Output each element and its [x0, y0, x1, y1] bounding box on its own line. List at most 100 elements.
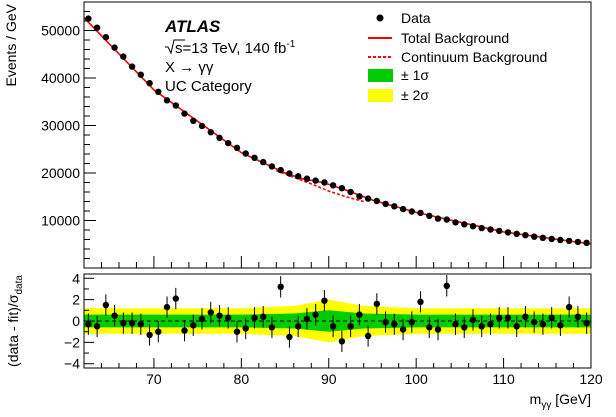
ratio-point: [583, 319, 590, 327]
data-point: [303, 175, 311, 182]
ratio-point: [496, 314, 503, 321]
data-point: [286, 170, 293, 177]
main-frame: [83, 1, 592, 269]
data-point: [128, 63, 136, 70]
ratio-point: [531, 318, 538, 326]
data-point: [198, 122, 206, 130]
data-point: [583, 239, 590, 246]
data-point: [120, 53, 127, 60]
ratio-point: [303, 315, 311, 323]
data-point: [548, 235, 555, 243]
data-point: [391, 203, 398, 210]
data-point: [347, 188, 354, 196]
energy-text: =13 TeV, 140 fb: [183, 40, 287, 57]
ratio-point: [487, 321, 494, 328]
ratio-point: [251, 314, 258, 321]
ratio-point: [216, 312, 223, 319]
data-point: [452, 219, 459, 226]
ratio-point: [539, 321, 547, 328]
ratio-y-tick-label: 0: [72, 313, 80, 329]
data-point: [163, 97, 171, 104]
ratio-point: [277, 283, 284, 290]
energy-prefix: s: [175, 40, 183, 57]
ratio-point: [478, 323, 485, 330]
data-point: [557, 236, 564, 244]
legend: Data Total Background Continuum Backgrou…: [368, 10, 547, 103]
ratio-point: [163, 303, 171, 311]
svg-text:s=13 TeV, 140 fb-1: s=13 TeV, 140 fb-1: [175, 39, 296, 57]
ratio-ylabel-main: (data - fit)/σ: [5, 294, 21, 367]
ratio-point: [268, 324, 276, 331]
ratio-point: [93, 323, 101, 330]
data-point: [233, 144, 241, 151]
data-point: [181, 110, 188, 117]
ratio-points-layer: [85, 275, 590, 352]
data-point: [321, 179, 328, 186]
ratio-point: [242, 325, 249, 332]
legend-data-label: Data: [401, 10, 431, 26]
ratio-point: [155, 328, 162, 335]
data-point: [137, 71, 144, 78]
ratio-point: [522, 313, 529, 320]
main-y-axis-label: Events / GeV: [3, 3, 19, 86]
ratio-point: [181, 327, 188, 334]
data-point: [461, 221, 468, 228]
ratio-point: [373, 300, 380, 308]
ratio-panel: −4 −2 0 2 4 70 80 90 100 110 120 (data - fit)/σda…: [5, 270, 603, 411]
data-point: [522, 232, 529, 239]
data-point: [478, 224, 485, 232]
ratio-point: [426, 324, 433, 331]
ratio-point: [417, 298, 424, 305]
process-label: X → γγ: [165, 59, 214, 76]
ratio-point: [233, 328, 241, 335]
category-label: UC Category: [165, 78, 252, 95]
main-y-axis: 10000 20000 30000 40000 50000: [41, 1, 96, 259]
main-panel: 10000 20000 30000 40000 50000 Events / GeV A…: [3, 1, 592, 269]
ratio-point: [225, 314, 232, 321]
experiment-label: ATLAS: [164, 17, 221, 36]
main-y-tick-label: 20000: [41, 165, 80, 181]
data-point: [434, 215, 442, 222]
ratio-point: [338, 338, 346, 345]
data-point: [207, 129, 214, 136]
data-point: [496, 227, 503, 235]
ratio-point: [329, 323, 337, 330]
legend-1sigma-label: ± 1σ: [401, 67, 429, 83]
data-point: [443, 216, 450, 223]
x-tick-label: 110: [492, 371, 515, 387]
data-point: [268, 163, 276, 170]
x-tick-label: 90: [321, 371, 337, 387]
ratio-point: [198, 315, 206, 323]
data-point: [277, 166, 284, 174]
ratio-y-axis-label: (data - fit)/σdata: [5, 275, 25, 367]
ratio-point: [574, 313, 582, 320]
ratio-point: [172, 295, 179, 302]
data-point: [312, 177, 319, 184]
ratio-point: [347, 323, 354, 330]
legend-2sigma-label: ± 2σ: [401, 87, 429, 103]
data-point: [417, 209, 424, 217]
ratio-y-tick-label: 2: [72, 292, 80, 308]
x-axis-label-main: m: [530, 391, 542, 407]
ratio-y-tick-label: 4: [72, 270, 80, 286]
main-y-tick-label: 50000: [41, 23, 80, 39]
ratio-point: [190, 322, 197, 329]
ratio-point: [408, 318, 415, 326]
legend-data-marker: [376, 14, 384, 22]
data-point: [487, 226, 494, 233]
main-y-tick-label: 40000: [41, 70, 80, 86]
data-point: [155, 88, 162, 96]
data-point: [469, 223, 477, 230]
main-y-tick-label: 10000: [41, 213, 80, 229]
ratio-point: [565, 303, 573, 311]
data-point: [399, 205, 407, 213]
ratio-x-axis: 70 80 90 100 110 120: [83, 358, 603, 387]
data-point: [216, 134, 223, 141]
ratio-ylabel-sub: data: [14, 275, 25, 295]
energy-label: s=13 TeV, 140 fb-1: [165, 39, 296, 57]
data-point: [251, 154, 258, 161]
data-point: [504, 229, 512, 236]
x-tick-label: 70: [146, 371, 162, 387]
data-point: [260, 158, 267, 166]
ratio-point: [557, 322, 564, 329]
